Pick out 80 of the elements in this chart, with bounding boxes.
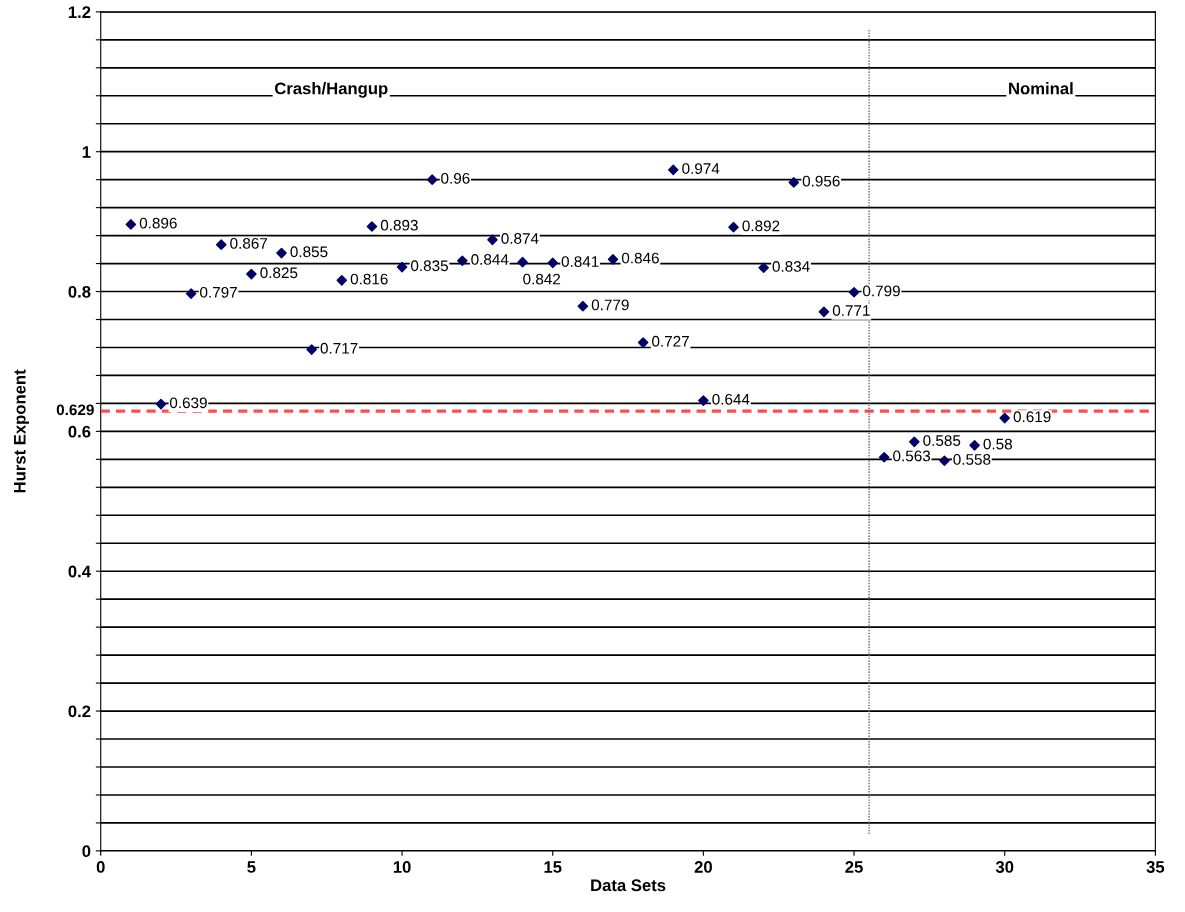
data-label: 0.619 [1013, 411, 1051, 423]
y-axis-title: Hurst Exponent [14, 369, 29, 493]
x-tick-label: 15 [544, 861, 562, 873]
data-label: 0.585 [923, 435, 961, 446]
x-tick-label: 35 [1146, 861, 1165, 873]
point [246, 268, 257, 280]
data-label: 0.727 [652, 335, 689, 347]
y-tick-label: 0.2 [68, 705, 91, 718]
point [547, 257, 559, 269]
data-label: 0.644 [712, 393, 750, 405]
data-label: 0.974 [682, 163, 720, 174]
x-tick-label: 20 [694, 861, 712, 873]
data-label: 0.816 [350, 273, 388, 285]
data-label: 0.896 [139, 217, 177, 229]
point [607, 254, 619, 265]
point [125, 219, 137, 230]
y-tick-label: 0.6 [68, 425, 91, 438]
y-tick-label: 1 [82, 146, 91, 158]
point [878, 451, 890, 463]
point [185, 288, 197, 299]
data-label: 0.558 [953, 454, 991, 465]
data-label: 0.893 [380, 219, 418, 231]
y-tick-label: 1.2 [68, 6, 91, 18]
point [517, 256, 528, 268]
point [276, 247, 287, 259]
point [848, 286, 860, 298]
x-tick-label: 0 [96, 861, 105, 873]
point [728, 221, 739, 233]
data-label: 0.96 [441, 172, 470, 184]
y-tick-label: 0.4 [68, 565, 91, 578]
x-tick-label: 25 [845, 861, 863, 873]
point [939, 455, 950, 467]
annotation: Crash/Hangup [274, 82, 388, 98]
point [999, 412, 1011, 424]
point [426, 174, 438, 185]
data-label: 0.842 [523, 273, 561, 285]
x-tick-label: 5 [247, 861, 256, 873]
point [577, 300, 589, 312]
data-label: 0.834 [772, 261, 810, 272]
point [818, 306, 830, 318]
x-tick-label: 10 [393, 861, 411, 873]
ref-line-label: 0.629 [56, 404, 94, 416]
x-axis-title: Data Sets [591, 879, 666, 892]
data-label: 0.717 [320, 342, 358, 354]
data-label: 0.779 [591, 299, 629, 311]
point [457, 255, 468, 267]
data-label: 0.844 [471, 254, 509, 265]
point [366, 221, 378, 232]
data-label: 0.835 [410, 260, 448, 272]
data-label: 0.771 [832, 305, 870, 316]
point [758, 262, 769, 274]
point [667, 164, 679, 176]
point [698, 395, 709, 406]
data-label: 0.956 [802, 175, 840, 187]
point [788, 177, 800, 188]
point [909, 436, 920, 448]
point [969, 440, 980, 451]
data-label: 0.563 [893, 450, 931, 462]
annotation: Nominal [1009, 82, 1073, 95]
data-label: 0.855 [290, 246, 328, 258]
data-label: 0.799 [862, 285, 900, 297]
data-label: 0.841 [561, 256, 599, 267]
data-label: 0.846 [621, 252, 659, 264]
point [306, 344, 317, 355]
data-label: 0.892 [742, 220, 780, 232]
data-label: 0.797 [200, 286, 237, 298]
data-label: 0.825 [260, 267, 298, 279]
y-tick-label: 0.8 [68, 285, 91, 298]
point [396, 261, 408, 273]
data-label: 0.874 [501, 233, 539, 244]
point [215, 239, 227, 250]
point [155, 398, 167, 410]
x-tick-label: 30 [995, 861, 1014, 873]
data-label: 0.58 [983, 438, 1012, 450]
point [637, 337, 649, 348]
data-label: 0.867 [230, 237, 268, 249]
data-label: 0.639 [169, 397, 207, 409]
point [487, 234, 498, 246]
point [336, 275, 348, 286]
y-tick-label: 0 [82, 845, 91, 858]
